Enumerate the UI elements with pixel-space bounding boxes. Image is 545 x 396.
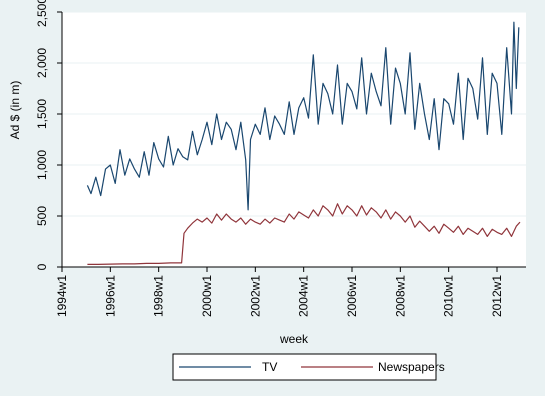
x-tick-label-6: 2006w1 xyxy=(345,275,359,317)
x-tick-label-9: 2012w1 xyxy=(490,275,504,317)
x-tick-label-0: 1994w1 xyxy=(55,275,69,317)
series-lines xyxy=(86,21,521,265)
y-tick-label-5: 2,500 xyxy=(35,0,49,27)
series-line-newspapers xyxy=(87,203,521,265)
y-axis-ticks: 0 500 1,000 1,500 2,000 2,500 xyxy=(35,0,62,270)
x-tick-label-8: 2010w1 xyxy=(442,275,456,317)
x-axis-title: week xyxy=(279,332,309,346)
series-line-tv xyxy=(86,21,520,211)
x-tick-label-1: 1996w1 xyxy=(103,275,117,317)
y-tick-label-3: 1,500 xyxy=(35,99,49,129)
y-tick-label-4: 2,000 xyxy=(35,48,49,78)
y-tick-label-1: 500 xyxy=(35,206,49,226)
y-tick-label-2: 1,000 xyxy=(35,150,49,180)
y-axis-title: Ad $ (in m) xyxy=(8,81,22,140)
x-tick-label-4: 2002w1 xyxy=(248,275,262,317)
x-tick-label-3: 2000w1 xyxy=(200,275,214,317)
legend-label-tv: TV xyxy=(262,360,277,374)
gridlines xyxy=(62,11,526,217)
x-tick-label-7: 2008w1 xyxy=(393,275,407,317)
y-tick-label-0: 0 xyxy=(35,263,49,270)
legend-label-newspapers: Newspapers xyxy=(378,360,445,374)
legend: TV Newspapers xyxy=(172,353,445,381)
x-tick-label-2: 1998w1 xyxy=(152,275,166,317)
x-axis-ticks: 1994w1 1996w1 1998w1 2000w1 2002w1 2004w1 2006… xyxy=(55,267,504,317)
x-tick-label-5: 2004w1 xyxy=(297,275,311,317)
plot-area xyxy=(62,12,526,267)
